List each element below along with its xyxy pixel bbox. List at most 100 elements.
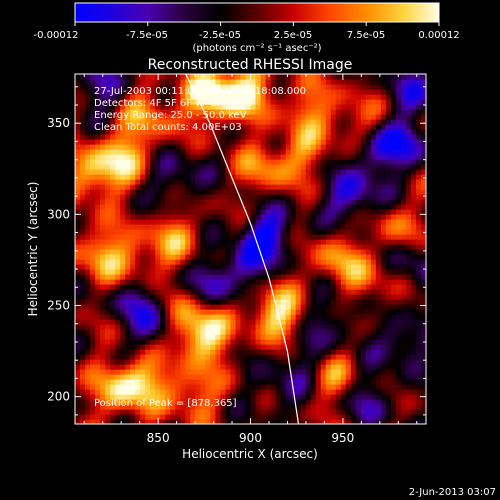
heatmap-cell [250, 154, 257, 160]
heatmap-cell [230, 164, 237, 170]
heatmap-cell [205, 204, 211, 210]
heatmap-cell [155, 324, 161, 330]
heatmap-cell [135, 144, 141, 150]
heatmap-cell [350, 299, 357, 305]
heatmap-cell [345, 309, 352, 315]
heatmap-cell [365, 294, 372, 300]
heatmap-cell [395, 364, 402, 370]
heatmap-cell [230, 319, 237, 325]
heatmap-cell [195, 219, 201, 225]
heatmap-cell [140, 164, 146, 170]
heatmap-cell [355, 399, 362, 405]
heatmap-cell [160, 84, 166, 90]
heatmap-cell [150, 339, 156, 345]
heatmap-cell [135, 404, 141, 410]
heatmap-cell [80, 369, 86, 375]
heatmap-cell [150, 364, 156, 370]
heatmap-cell [265, 329, 272, 335]
heatmap-cell [390, 354, 397, 360]
heatmap-cell [355, 404, 362, 410]
heatmap-cell [400, 364, 407, 370]
heatmap-cell [325, 384, 332, 390]
heatmap-cell [290, 374, 297, 380]
heatmap-cell [370, 214, 377, 220]
heatmap-cell [330, 404, 337, 410]
heatmap-cell [260, 99, 267, 105]
heatmap-cell [235, 224, 242, 230]
heatmap-cell [170, 344, 176, 350]
heatmap-cell [340, 254, 347, 260]
heatmap-cell [100, 289, 106, 295]
heatmap-cell [350, 224, 357, 230]
heatmap-cell [420, 119, 426, 125]
heatmap-cell [295, 119, 302, 125]
heatmap-cell [145, 284, 151, 290]
heatmap-cell [165, 254, 171, 260]
heatmap-cell [260, 104, 267, 110]
heatmap-cell [405, 314, 412, 320]
heatmap-cell [255, 309, 262, 315]
heatmap-cell [305, 74, 312, 80]
heatmap-cell [75, 269, 81, 275]
heatmap-cell [290, 284, 297, 290]
heatmap-cell [325, 159, 332, 165]
heatmap-cell [85, 194, 91, 200]
heatmap-cell [405, 399, 412, 405]
heatmap-cell [380, 119, 387, 125]
heatmap-cell [335, 324, 342, 330]
heatmap-cell [290, 309, 297, 315]
heatmap-cell [245, 174, 252, 180]
heatmap-cell [180, 374, 186, 380]
heatmap-cell [355, 274, 362, 280]
heatmap-cell [110, 219, 116, 225]
heatmap-cell [170, 114, 176, 120]
heatmap-cell [370, 354, 377, 360]
heatmap-cell [115, 144, 121, 150]
heatmap-cell [305, 134, 312, 140]
heatmap-cell [160, 404, 166, 410]
heatmap-cell [245, 299, 252, 305]
heatmap-cell [220, 369, 227, 375]
heatmap-cell [115, 334, 121, 340]
heatmap-cell [355, 179, 362, 185]
heatmap-cell [410, 334, 417, 340]
heatmap-cell [220, 194, 227, 200]
heatmap-cell [355, 244, 362, 250]
heatmap-cell [305, 259, 312, 265]
heatmap-cell [110, 209, 116, 215]
heatmap-cell [320, 104, 327, 110]
heatmap-cell [205, 304, 211, 310]
heatmap-cell [215, 409, 222, 415]
heatmap-cell [405, 354, 412, 360]
heatmap-cell [235, 314, 242, 320]
heatmap-cell [305, 314, 312, 320]
heatmap-cell [225, 239, 232, 245]
heatmap-cell [120, 349, 126, 355]
heatmap-cell [330, 189, 337, 195]
heatmap-cell [100, 304, 106, 310]
heatmap-cell [375, 149, 382, 155]
heatmap-cell [85, 404, 91, 410]
heatmap-cell [285, 349, 292, 355]
heatmap-cell [125, 244, 131, 250]
heatmap-cell [225, 134, 232, 140]
heatmap-cell [400, 234, 407, 240]
heatmap-cell [260, 309, 267, 315]
heatmap-cell [365, 329, 372, 335]
heatmap-cell [215, 419, 222, 424]
heatmap-cell [405, 404, 412, 410]
heatmap-cell [105, 144, 111, 150]
heatmap-cell [280, 154, 287, 160]
heatmap-cell [225, 399, 232, 405]
heatmap-cell [190, 394, 196, 400]
heatmap-cell [85, 184, 91, 190]
heatmap-cell [85, 119, 91, 125]
heatmap-cell [195, 379, 201, 385]
heatmap-cell [250, 114, 257, 120]
heatmap-cell [235, 94, 242, 100]
heatmap-cell [385, 359, 392, 365]
heatmap-cell [320, 234, 327, 240]
heatmap-cell [305, 79, 312, 85]
heatmap-cell [315, 219, 322, 225]
heatmap-cell [225, 409, 232, 415]
